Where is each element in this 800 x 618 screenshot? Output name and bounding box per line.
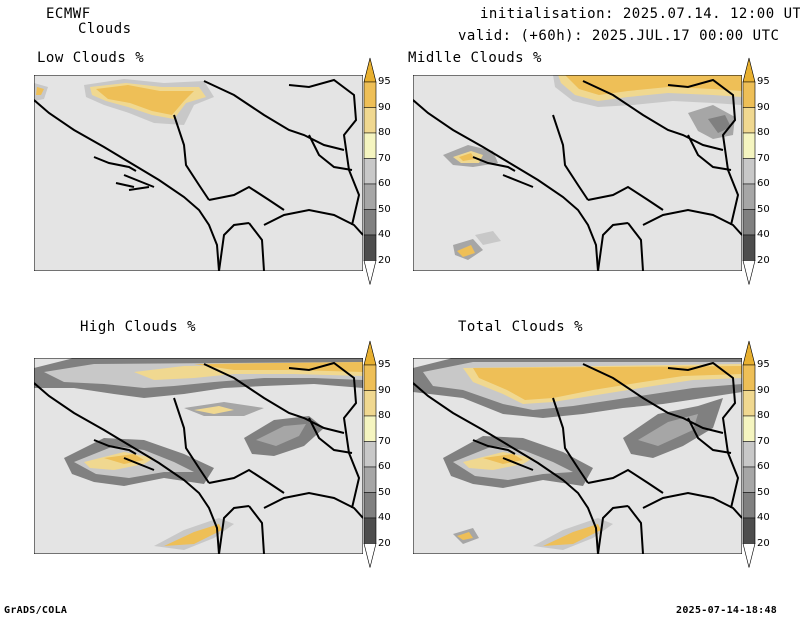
map-panel-middle xyxy=(413,75,742,271)
colorbar-segment xyxy=(742,415,756,442)
colorbar-segment xyxy=(363,260,377,285)
colorbar-tick-label: 20 xyxy=(378,254,391,266)
colorbar-tick-label: 50 xyxy=(378,486,391,498)
colorbar-tick-label: 50 xyxy=(757,486,770,498)
colorbar-tick-label: 40 xyxy=(378,229,391,240)
colorbar-tick-label: 95 xyxy=(757,359,770,370)
colorbar-segment xyxy=(742,183,756,210)
panel-title-total: Total Clouds % xyxy=(458,319,584,335)
colorbar-tick-label: 60 xyxy=(757,178,770,189)
colorbar-segment xyxy=(742,132,756,159)
colorbar-segment xyxy=(363,132,377,159)
colorbar-segment xyxy=(742,340,756,366)
colorbar-segment xyxy=(742,441,756,468)
colorbar-segment xyxy=(363,364,377,391)
colorbar-tick-label: 40 xyxy=(378,512,391,523)
colorbar-segment xyxy=(363,415,377,442)
colorbar-segment xyxy=(363,107,377,134)
colorbar-graphic xyxy=(742,340,756,568)
map-outline-low xyxy=(34,78,363,271)
colorbar-tick-label: 90 xyxy=(378,384,391,396)
map-panel-total xyxy=(413,358,742,554)
map-panel-low xyxy=(34,75,363,271)
colorbar-segment xyxy=(742,543,756,568)
colorbar-tick-label: 40 xyxy=(757,229,770,240)
footer-timestamp: 2025-07-14-18:48 xyxy=(676,605,778,616)
colorbar-segment xyxy=(742,390,756,417)
colorbar-tick-label: 50 xyxy=(757,203,770,215)
colorbar-segment xyxy=(742,234,756,261)
colorbar-segment xyxy=(742,260,756,285)
colorbar-tick-label: 90 xyxy=(757,101,770,113)
colorbar-segment xyxy=(742,158,756,185)
colorbar-tick-label: 95 xyxy=(757,76,770,87)
colorbar-segment xyxy=(363,81,377,108)
colorbar-segment xyxy=(742,517,756,544)
colorbar-graphic xyxy=(363,57,377,285)
colorbar-segment xyxy=(363,209,377,236)
colorbar-tick-label: 50 xyxy=(378,203,391,215)
colorbar-segment xyxy=(363,390,377,417)
colorbar-segment xyxy=(363,158,377,185)
colorbar-segment xyxy=(742,364,756,391)
colorbar-tick-label: 40 xyxy=(757,512,770,523)
colorbar-segment xyxy=(742,466,756,493)
colorbar-tick-label: 90 xyxy=(757,384,770,396)
panel-title-middle: Midlle Clouds % xyxy=(408,50,542,66)
colorbar-high: 95 90 80 70 60 50 40 20 xyxy=(363,340,398,573)
model-name: ECMWF xyxy=(46,6,91,22)
colorbar-tick-label: 70 xyxy=(757,435,770,447)
colorbar-segment xyxy=(742,57,756,83)
colorbar-tick-label: 80 xyxy=(757,127,770,138)
colorbar-tick-label: 70 xyxy=(757,152,770,164)
colorbar-tick-label: 90 xyxy=(378,101,391,113)
colorbar-segment xyxy=(742,81,756,108)
colorbar-tick-label: 60 xyxy=(757,461,770,472)
colorbar-low: 95 90 80 70 60 50 40 20 xyxy=(363,57,398,290)
colorbar-segment xyxy=(363,340,377,366)
map-panel-high xyxy=(34,358,363,554)
colorbar-tick-label: 20 xyxy=(757,254,770,266)
colorbar-segment xyxy=(363,492,377,519)
colorbar-segment xyxy=(742,492,756,519)
colorbar-middle: 95 90 80 70 60 50 40 20 xyxy=(742,57,777,290)
colorbar-graphic xyxy=(742,57,756,285)
colorbar-tick-label: 80 xyxy=(378,127,391,138)
colorbar-tick-label: 95 xyxy=(378,359,391,370)
colorbar-segment xyxy=(742,107,756,134)
colorbar-segment xyxy=(363,543,377,568)
map-outline-high xyxy=(34,361,363,554)
colorbar-graphic xyxy=(363,340,377,568)
valid-time: valid: (+60h): 2025.JUL.17 00:00 UTC xyxy=(458,28,780,44)
colorbar-segment xyxy=(363,466,377,493)
colorbar-segment xyxy=(363,517,377,544)
colorbar-segment xyxy=(363,183,377,210)
colorbar-segment xyxy=(363,57,377,83)
colorbar-tick-label: 95 xyxy=(378,76,391,87)
panel-title-high: High Clouds % xyxy=(80,319,197,335)
panel-title-low: Low Clouds % xyxy=(37,50,145,66)
colorbar-tick-label: 70 xyxy=(378,152,391,164)
colorbar-segment xyxy=(363,441,377,468)
map-outline-middle xyxy=(413,78,742,271)
colorbar-tick-label: 80 xyxy=(757,410,770,421)
product-name: Clouds xyxy=(78,21,132,37)
footer-software: GrADS/COLA xyxy=(4,605,68,616)
colorbar-segment xyxy=(742,209,756,236)
colorbar-tick-label: 80 xyxy=(378,410,391,421)
colorbar-tick-label: 60 xyxy=(378,461,391,472)
map-outline-total xyxy=(413,361,742,554)
colorbar-tick-label: 70 xyxy=(378,435,391,447)
colorbar-segment xyxy=(363,234,377,261)
colorbar-tick-label: 20 xyxy=(757,537,770,549)
initialisation-time: initialisation: 2025.07.14. 12:00 UTC xyxy=(480,6,800,22)
colorbar-tick-label: 60 xyxy=(378,178,391,189)
colorbar-tick-label: 20 xyxy=(378,537,391,549)
colorbar-total: 95 90 80 70 60 50 40 20 xyxy=(742,340,777,573)
